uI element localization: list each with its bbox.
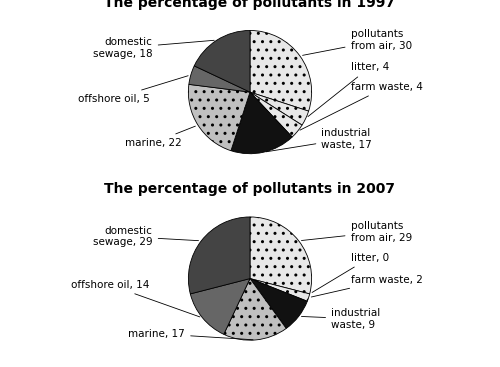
Wedge shape	[194, 30, 250, 92]
Text: pollutants
from air, 30: pollutants from air, 30	[302, 29, 412, 55]
Text: offshore oil, 5: offshore oil, 5	[78, 76, 188, 103]
Wedge shape	[190, 279, 250, 334]
Text: farm waste, 4: farm waste, 4	[300, 82, 422, 130]
Text: domestic
sewage, 18: domestic sewage, 18	[93, 37, 214, 59]
Wedge shape	[231, 92, 292, 154]
Wedge shape	[250, 92, 308, 125]
Wedge shape	[189, 66, 250, 92]
Wedge shape	[224, 279, 286, 340]
Text: offshore oil, 14: offshore oil, 14	[71, 280, 200, 317]
Text: industrial
waste, 9: industrial waste, 9	[302, 308, 380, 330]
Wedge shape	[250, 30, 312, 111]
Text: litter, 0: litter, 0	[312, 253, 388, 292]
Wedge shape	[188, 84, 250, 151]
Text: litter, 4: litter, 4	[308, 62, 389, 117]
Title: The percentage of pollutants in 1997: The percentage of pollutants in 1997	[104, 0, 396, 10]
Text: marine, 17: marine, 17	[128, 329, 253, 340]
Wedge shape	[250, 92, 302, 137]
Wedge shape	[250, 217, 312, 294]
Wedge shape	[250, 279, 310, 294]
Text: pollutants
from air, 29: pollutants from air, 29	[302, 221, 412, 243]
Text: marine, 22: marine, 22	[125, 126, 196, 148]
Wedge shape	[250, 279, 308, 328]
Text: domestic
sewage, 29: domestic sewage, 29	[93, 226, 198, 247]
Text: industrial
waste, 17: industrial waste, 17	[266, 128, 372, 152]
Wedge shape	[250, 279, 310, 301]
Title: The percentage of pollutants in 2007: The percentage of pollutants in 2007	[104, 182, 396, 196]
Wedge shape	[188, 217, 250, 294]
Text: farm waste, 2: farm waste, 2	[312, 275, 422, 297]
